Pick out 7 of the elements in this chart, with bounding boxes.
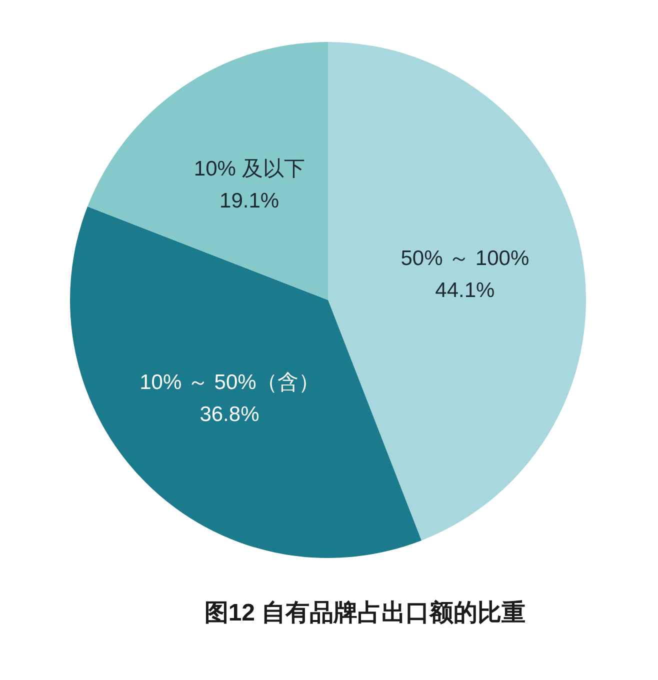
data-label: 44.1% [435, 278, 495, 302]
text: 图12 自有品牌占出口额的比重 [204, 600, 526, 626]
data-label: 19.1% [220, 190, 280, 213]
slice-label: 10% 及以下 [194, 158, 305, 181]
slice-label: 10% ～ 50%（含） [140, 371, 320, 394]
data-label: 36.8% [200, 403, 260, 426]
slice-label: 50% ～ 100% [400, 246, 530, 270]
